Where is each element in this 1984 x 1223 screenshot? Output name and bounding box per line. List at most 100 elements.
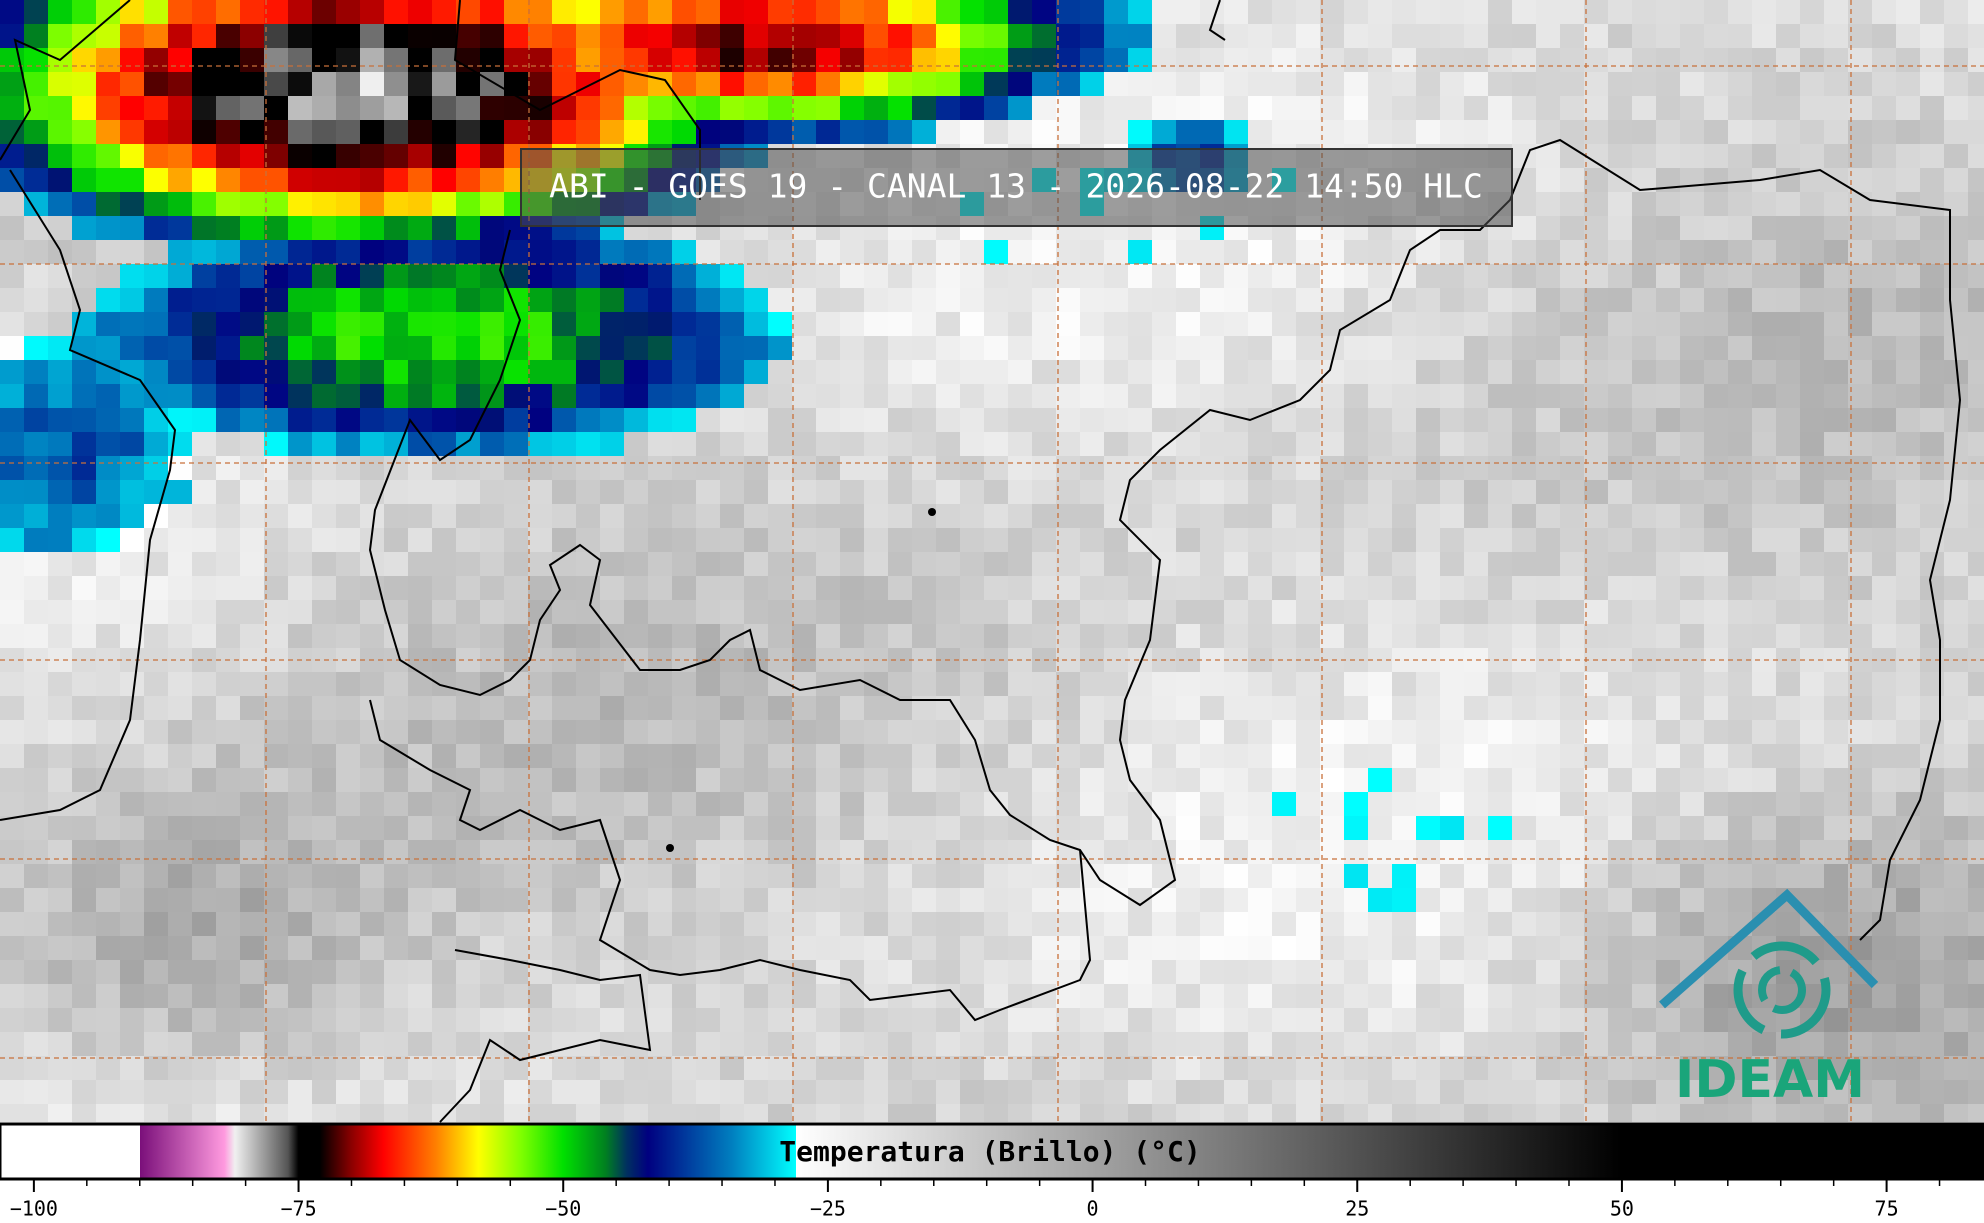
field-pixel <box>1176 360 1201 385</box>
field-pixel <box>144 936 169 961</box>
field-pixel <box>1536 888 1561 913</box>
field-pixel <box>648 1104 673 1122</box>
field-pixel <box>1440 720 1465 745</box>
field-pixel <box>1848 720 1873 745</box>
field-pixel <box>384 216 409 241</box>
field-pixel <box>576 96 601 121</box>
field-pixel <box>1704 552 1729 577</box>
field-pixel <box>1872 576 1897 601</box>
field-pixel <box>864 24 889 49</box>
field-pixel <box>1416 648 1441 673</box>
field-pixel <box>936 576 961 601</box>
field-pixel <box>960 1104 985 1122</box>
field-pixel <box>816 600 841 625</box>
field-pixel <box>1872 552 1897 577</box>
field-pixel <box>24 312 49 337</box>
field-pixel <box>1248 240 1273 265</box>
field-pixel <box>1704 456 1729 481</box>
field-pixel <box>1224 840 1249 865</box>
field-pixel <box>1104 408 1129 433</box>
field-pixel <box>288 480 313 505</box>
field-pixel <box>672 504 697 529</box>
field-pixel <box>1728 528 1753 553</box>
field-pixel <box>1752 96 1777 121</box>
field-pixel <box>1656 888 1681 913</box>
field-pixel <box>1152 288 1177 313</box>
field-pixel <box>1272 960 1297 985</box>
field-pixel <box>48 768 73 793</box>
field-pixel <box>24 168 49 193</box>
field-pixel <box>624 120 649 145</box>
field-pixel <box>1632 264 1657 289</box>
field-pixel <box>1320 960 1345 985</box>
field-pixel <box>1536 216 1561 241</box>
field-pixel <box>1416 840 1441 865</box>
field-pixel <box>1704 264 1729 289</box>
field-pixel <box>120 744 145 769</box>
field-pixel <box>1872 600 1897 625</box>
field-pixel <box>648 24 673 49</box>
field-pixel <box>360 456 385 481</box>
field-pixel <box>1200 384 1225 409</box>
field-pixel <box>624 648 649 673</box>
field-pixel <box>1464 576 1489 601</box>
field-pixel <box>1824 528 1849 553</box>
field-pixel <box>504 360 529 385</box>
field-pixel <box>888 96 913 121</box>
field-pixel <box>1056 240 1081 265</box>
field-pixel <box>936 1080 961 1105</box>
field-pixel <box>72 840 97 865</box>
field-pixel <box>1584 72 1609 97</box>
field-pixel <box>1392 672 1417 697</box>
field-pixel <box>1248 816 1273 841</box>
field-pixel <box>768 768 793 793</box>
field-pixel <box>432 816 457 841</box>
field-pixel <box>240 720 265 745</box>
field-pixel <box>1032 360 1057 385</box>
field-pixel <box>1056 432 1081 457</box>
field-pixel <box>48 72 73 97</box>
field-pixel <box>1704 360 1729 385</box>
field-pixel <box>864 1104 889 1122</box>
field-pixel <box>1800 96 1825 121</box>
field-pixel <box>960 336 985 361</box>
field-pixel <box>408 816 433 841</box>
field-pixel <box>1944 984 1969 1009</box>
field-pixel <box>1392 288 1417 313</box>
field-pixel <box>1800 384 1825 409</box>
field-pixel <box>1392 888 1417 913</box>
field-pixel <box>1608 240 1633 265</box>
field-pixel <box>1032 1056 1057 1081</box>
field-pixel <box>1200 264 1225 289</box>
field-pixel <box>1152 72 1177 97</box>
field-pixel <box>696 792 721 817</box>
field-pixel <box>312 960 337 985</box>
field-pixel <box>1008 264 1033 289</box>
field-pixel <box>456 1008 481 1033</box>
field-pixel <box>480 144 505 169</box>
field-pixel <box>912 552 937 577</box>
field-pixel <box>1800 1056 1825 1081</box>
field-pixel <box>1608 984 1633 1009</box>
field-pixel <box>1776 312 1801 337</box>
field-pixel <box>840 744 865 769</box>
field-pixel <box>936 336 961 361</box>
field-pixel <box>1368 360 1393 385</box>
field-pixel <box>1536 936 1561 961</box>
field-pixel <box>336 24 361 49</box>
field-pixel <box>1512 48 1537 73</box>
field-pixel <box>264 216 289 241</box>
field-pixel <box>768 480 793 505</box>
field-pixel <box>816 936 841 961</box>
field-pixel <box>1872 504 1897 529</box>
field-pixel <box>720 936 745 961</box>
field-pixel <box>1752 432 1777 457</box>
field-pixel <box>1848 1104 1873 1122</box>
field-pixel <box>384 984 409 1009</box>
field-pixel <box>600 96 625 121</box>
field-pixel <box>984 24 1009 49</box>
field-pixel <box>768 384 793 409</box>
field-pixel <box>1896 288 1921 313</box>
field-pixel <box>1032 336 1057 361</box>
field-pixel <box>672 120 697 145</box>
